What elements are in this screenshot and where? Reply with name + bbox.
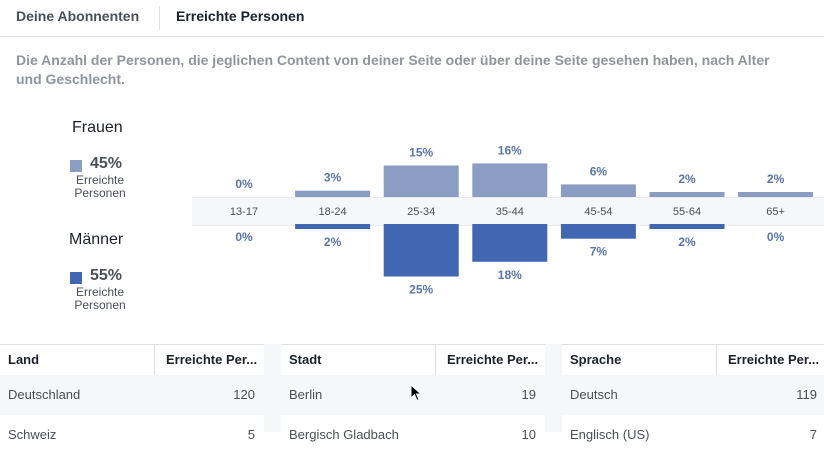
cell-value: 120 [233,387,255,402]
tick-label: 65+ [766,206,785,218]
cell-name: Bergisch Gladbach [289,427,399,442]
bar-maenner-55-64 [649,224,725,229]
column-header-stadt[interactable]: Stadt [289,352,322,367]
legend-women-swatch [70,160,82,172]
cell-value: 10 [521,427,536,442]
column-header-reach[interactable]: Erreichte Per... [728,352,820,367]
legend-women-sub-2: Personen [74,186,126,200]
column-header-reach[interactable]: Erreichte Per... [166,352,258,367]
table-stadt: Stadt Erreichte Per... Berlin 19 Bergisc… [281,344,545,455]
bar-frauen-55-64 [649,192,725,197]
tables-area: Land Erreichte Per... Deutschland 120 Sc… [0,344,824,455]
bar-frauen-65+ [738,192,814,197]
bar-maenner-25-34 [383,224,459,277]
tab-divider [159,6,160,30]
data-label-maenner: 25% [409,283,433,297]
legend-women-sub-1: Erreichte [75,173,125,187]
tick-label: 45-54 [584,206,612,218]
tick-label: 25-34 [407,206,435,218]
bar-maenner-35-44 [472,224,548,262]
table-row[interactable]: Schweiz 5 [0,415,264,455]
data-label-frauen: 6% [590,164,608,178]
cell-name: Deutsch [570,387,618,402]
tick-label: 13-17 [230,206,258,218]
data-label-maenner: 2% [324,235,342,249]
tick-label: 35-44 [496,206,524,218]
data-label-frauen: 0% [235,177,253,191]
table-row[interactable]: Deutsch 119 [562,375,824,415]
column-divider [154,345,155,375]
column-divider [435,345,436,375]
cell-value: 5 [247,427,255,442]
bar-maenner-18-24 [295,224,371,229]
data-label-maenner: 18% [498,268,522,282]
tab-bar: Deine Abonnenten Erreichte Personen [0,0,824,37]
age-gender-chart: 0% 0% 13-17 3% 2% 18-24 15% 25% 25-34 16% 18% 35-44… [230,143,814,297]
data-label-maenner: 0% [235,230,253,244]
cell-name: Berlin [289,387,323,402]
mouse-cursor-icon [410,384,422,402]
chart-description: Die Anzahl der Personen, die jeglichen C… [16,52,770,87]
bar-frauen-25-34 [383,165,459,197]
bar-frauen-45-54 [560,184,636,197]
table-row[interactable]: Deutschland 120 [0,375,264,415]
data-label-frauen: 15% [409,146,433,160]
bar-frauen-18-24 [295,190,371,197]
table-sprache: Sprache Erreichte Per... Deutsch 119 Eng… [562,344,824,455]
table-header: Land Erreichte Per... [0,344,264,376]
legend-women-percent: 45% [90,155,123,172]
table-header: Stadt Erreichte Per... [281,344,545,376]
cell-name: Deutschland [8,387,81,402]
tick-label: 55-64 [673,206,701,218]
data-label-maenner: 0% [767,230,785,244]
cell-name: Englisch (US) [570,427,650,442]
legend-men-title: Männer [69,231,124,248]
bar-frauen-35-44 [472,163,548,197]
tab-erreichte-personen[interactable]: Erreichte Personen [176,8,305,24]
data-label-frauen: 2% [678,172,696,186]
cell-value: 19 [521,387,536,402]
age-axis-band [192,197,824,226]
table-gap [264,344,281,432]
legend-men-sub-2: Personen [74,298,126,312]
legend-men-swatch [70,272,82,284]
table-row[interactable]: Bergisch Gladbach 10 [281,415,545,455]
bar-maenner-45-54 [560,224,636,239]
column-header-sprache[interactable]: Sprache [570,352,622,367]
table-gap [545,344,562,432]
legend-men-percent: 55% [90,267,123,284]
cell-value: 119 [796,387,817,402]
cell-value: 7 [809,427,817,442]
tick-label: 18-24 [319,206,347,218]
table-header: Sprache Erreichte Per... [562,344,824,376]
column-header-land[interactable]: Land [8,352,40,367]
data-label-maenner: 7% [590,245,608,259]
tab-deine-abonnenten[interactable]: Deine Abonnenten [16,8,140,24]
table-row[interactable]: Englisch (US) 7 [562,415,824,455]
column-header-reach[interactable]: Erreichte Per... [447,352,539,367]
table-land: Land Erreichte Per... Deutschland 120 Sc… [0,344,264,455]
legend-women-title: Frauen [72,119,123,136]
cell-name: Schweiz [8,427,57,442]
data-label-frauen: 16% [498,143,522,157]
data-label-frauen: 2% [767,172,785,186]
data-label-frauen: 3% [324,171,342,185]
legend-men-sub-1: Erreichte [75,285,125,299]
column-divider [716,345,717,375]
data-label-maenner: 2% [678,235,696,249]
